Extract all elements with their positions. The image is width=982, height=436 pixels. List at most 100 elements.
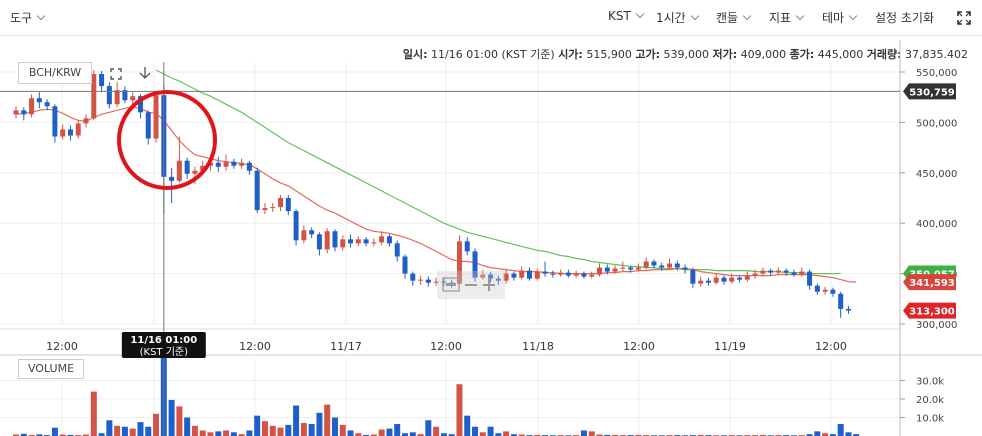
volume-bar — [588, 431, 595, 436]
volume-bar — [837, 423, 844, 436]
low-value: 409,000 — [740, 48, 787, 61]
fullscreen-icon[interactable] — [957, 11, 971, 25]
candle-body — [799, 271, 805, 275]
volume-bar — [853, 434, 860, 436]
volume-bar — [191, 425, 198, 436]
volume-bar — [456, 384, 463, 436]
candle-body — [542, 271, 548, 274]
time-tick-label: 12:00 — [239, 340, 271, 353]
candle-body — [29, 98, 35, 115]
candle-body — [371, 242, 377, 244]
candle-body — [52, 106, 58, 137]
settings-reset-label: 설정 초기화 — [875, 11, 935, 25]
crosshair-price-label: 530,759 — [909, 87, 955, 98]
candle-body — [433, 281, 439, 283]
currency-menu[interactable]: KST — [608, 9, 645, 23]
candle-body — [99, 74, 105, 87]
theme-menu[interactable]: 테마 — [822, 9, 858, 26]
expand-icon[interactable] — [110, 68, 122, 80]
volume-bar — [487, 426, 494, 436]
candle-body — [44, 102, 50, 107]
chart-toolbar: 도구 KST 1시간 캔들 지표 테마 설정 초기화 — [0, 0, 982, 36]
ohlc-info: 일시: 11/16 01:00 (KST 기준) 시가: 515,900 고가:… — [403, 46, 968, 62]
volume-bar — [36, 434, 43, 436]
candle-body — [744, 275, 750, 280]
time-tick-label: 12:00 — [623, 340, 655, 353]
volume-bar — [238, 434, 245, 436]
time-tick-label: 12:00 — [815, 340, 847, 353]
tools-label: 도구 — [10, 11, 33, 25]
crosshair-time-line2: (KST 기준) — [140, 346, 188, 358]
candle-body — [705, 280, 711, 283]
volume-bar — [510, 434, 517, 436]
candle-body — [332, 231, 338, 248]
volume-bar — [425, 420, 432, 436]
zoom-reset-icon-bar — [446, 283, 456, 286]
volume-bar — [67, 434, 74, 436]
candle-body — [472, 251, 478, 278]
time-tick-label: 12:00 — [430, 340, 462, 353]
arrow-down-icon[interactable] — [139, 66, 151, 80]
candle-menu[interactable]: 캔들 — [716, 9, 752, 26]
candle-body — [316, 234, 322, 250]
candle-body — [721, 277, 727, 282]
tools-menu[interactable]: 도구 — [10, 9, 46, 26]
volume-bar — [207, 432, 214, 436]
candle-body — [768, 270, 774, 273]
volume-bar — [51, 427, 58, 436]
volume-bar — [347, 430, 354, 436]
candle-body — [425, 279, 431, 283]
crosshair-time-line1: 11/16 01:00 — [130, 335, 197, 346]
indicator-label: 지표 — [769, 11, 792, 25]
candle-body — [791, 272, 797, 275]
volume-bar — [246, 430, 253, 436]
candle-body — [495, 278, 501, 281]
volume-bar — [176, 406, 183, 436]
candle-body — [386, 236, 392, 244]
price-tick-label: 450,000 — [916, 169, 957, 180]
ma-short-badge — [903, 274, 956, 291]
candle-body — [511, 273, 517, 278]
volume-bar — [596, 434, 603, 436]
volume-bar — [534, 434, 541, 436]
volume-bar — [363, 434, 370, 436]
candle-body — [278, 198, 284, 208]
volume-bar — [168, 399, 175, 436]
indicator-menu[interactable]: 지표 — [769, 9, 805, 26]
candle-body — [379, 236, 385, 243]
candle-body — [612, 268, 618, 272]
volume-bar — [402, 433, 408, 436]
close-value: 445,000 — [817, 48, 864, 61]
volume-bar — [759, 434, 766, 436]
crosshair-price-badge — [903, 83, 956, 100]
volume-bar — [269, 425, 276, 436]
volume-bar — [604, 434, 611, 436]
volume-bar — [28, 434, 35, 436]
candle-body — [526, 270, 532, 279]
candle-body — [36, 98, 42, 103]
candle-body — [550, 273, 556, 275]
candle-body — [270, 207, 276, 209]
volume-bar — [612, 434, 619, 436]
volume-bar — [90, 391, 97, 436]
interval-menu[interactable]: 1시간 — [656, 9, 699, 26]
time-tick-label: 11/17 — [330, 340, 362, 353]
candle-body — [604, 267, 610, 272]
candle-body — [153, 95, 159, 139]
candle-body — [775, 270, 781, 273]
zoom-controls[interactable] — [437, 271, 505, 299]
candle-body — [348, 239, 354, 244]
candle-body — [643, 261, 649, 268]
candle-body — [690, 269, 696, 284]
volume-bar — [806, 434, 813, 436]
price-tick-label: 400,000 — [916, 219, 957, 230]
volume-bar — [635, 434, 642, 436]
candle-body — [597, 267, 602, 275]
candle-body — [301, 230, 307, 241]
close-label: 종가: — [789, 48, 815, 61]
settings-reset-button[interactable]: 설정 초기화 — [875, 9, 934, 26]
candle-body — [822, 289, 828, 292]
volume-bar — [98, 433, 105, 436]
annotation-circle — [117, 90, 217, 190]
